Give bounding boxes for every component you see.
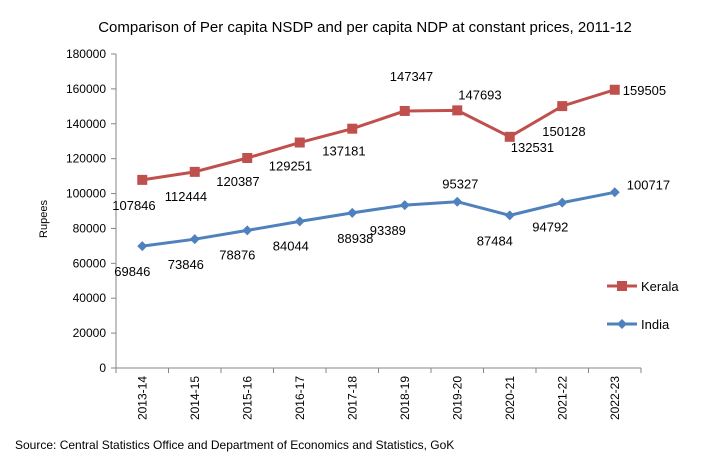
y-tick-label: 80000 — [73, 221, 107, 235]
legend-marker-kerala — [617, 281, 627, 291]
data-label-india: 78876 — [219, 247, 255, 262]
data-label-india: 94792 — [532, 220, 568, 235]
data-label-india: 88938 — [337, 231, 373, 246]
y-tick-label: 160000 — [66, 82, 106, 96]
x-tick-label: 2017-18 — [345, 376, 359, 420]
data-point-kerala — [242, 152, 253, 163]
data-point-india — [189, 234, 200, 245]
series-line-kerala — [142, 88, 616, 182]
data-label-kerala: 132531 — [511, 140, 554, 155]
y-tick-label: 140000 — [66, 117, 106, 131]
data-label-kerala: 107846 — [112, 198, 155, 213]
data-point-india — [399, 200, 410, 211]
x-tick-label: 2019-20 — [450, 376, 464, 420]
data-label-india: 87484 — [477, 233, 513, 248]
plot-area: 0 20000 40000 60000 80000 100000 120000 140000 1… — [66, 47, 679, 420]
data-point-india — [347, 207, 358, 218]
series-line-india — [142, 190, 616, 248]
data-label-kerala: 120387 — [216, 174, 259, 189]
chart-title: Comparison of Per capita NSDP and per ca… — [98, 19, 632, 36]
data-point-india — [504, 210, 515, 221]
data-label-kerala: 137181 — [322, 144, 365, 159]
source-note: Source: Central Statistics Office and De… — [15, 438, 455, 452]
legend-marker-india — [617, 319, 627, 329]
data-point-kerala — [137, 174, 148, 185]
data-point-india — [452, 196, 463, 207]
y-tick-label: 100000 — [66, 187, 106, 201]
data-point-kerala — [399, 105, 410, 116]
data-point-india — [137, 241, 148, 252]
x-tick-label: 2020-21 — [503, 376, 517, 420]
data-point-kerala — [557, 101, 568, 112]
data-label-kerala: 147347 — [390, 69, 433, 84]
data-point-kerala — [189, 166, 200, 177]
y-tick-label: 120000 — [66, 152, 106, 166]
y-tick-label: 40000 — [73, 291, 107, 305]
x-tick-label: 2014-15 — [188, 376, 202, 420]
data-point-india — [557, 197, 568, 208]
data-point-india — [609, 187, 620, 198]
data-label-india: 73846 — [168, 257, 204, 272]
data-label-kerala: 150128 — [542, 124, 585, 139]
x-tick-label: 2013-14 — [135, 376, 149, 420]
data-point-india — [294, 216, 305, 227]
y-tick-label: 0 — [99, 361, 106, 375]
x-tick-label: 2018-19 — [398, 376, 412, 420]
y-axis-label: Rupees — [38, 200, 50, 238]
data-label-kerala: 112444 — [165, 189, 207, 204]
data-label-india: 100717 — [627, 177, 670, 192]
x-tick-label: 2016-17 — [293, 376, 307, 420]
x-tick-label: 2015-16 — [240, 376, 254, 420]
data-label-india: 84044 — [273, 238, 309, 253]
data-point-kerala — [452, 105, 463, 116]
data-label-india: 69846 — [114, 264, 150, 279]
legend-label-kerala: Kerala — [641, 279, 679, 294]
x-tick-label: 2021-22 — [555, 376, 569, 420]
data-point-kerala — [504, 131, 515, 142]
data-point-kerala — [609, 84, 620, 95]
data-label-kerala: 159505 — [623, 83, 666, 98]
data-label-kerala: 147693 — [458, 87, 501, 102]
y-tick-label: 60000 — [73, 256, 107, 270]
y-tick-label: 20000 — [73, 326, 107, 340]
y-tick-label: 180000 — [66, 47, 106, 61]
data-point-kerala — [347, 123, 358, 134]
data-point-india — [242, 225, 253, 236]
data-label-india: 93389 — [370, 223, 406, 238]
legend-label-india: India — [641, 317, 670, 332]
data-label-india: 95327 — [442, 177, 478, 192]
data-point-kerala — [294, 137, 305, 148]
x-tick-label: 2022-23 — [608, 376, 622, 420]
data-label-kerala: 129251 — [269, 159, 312, 174]
